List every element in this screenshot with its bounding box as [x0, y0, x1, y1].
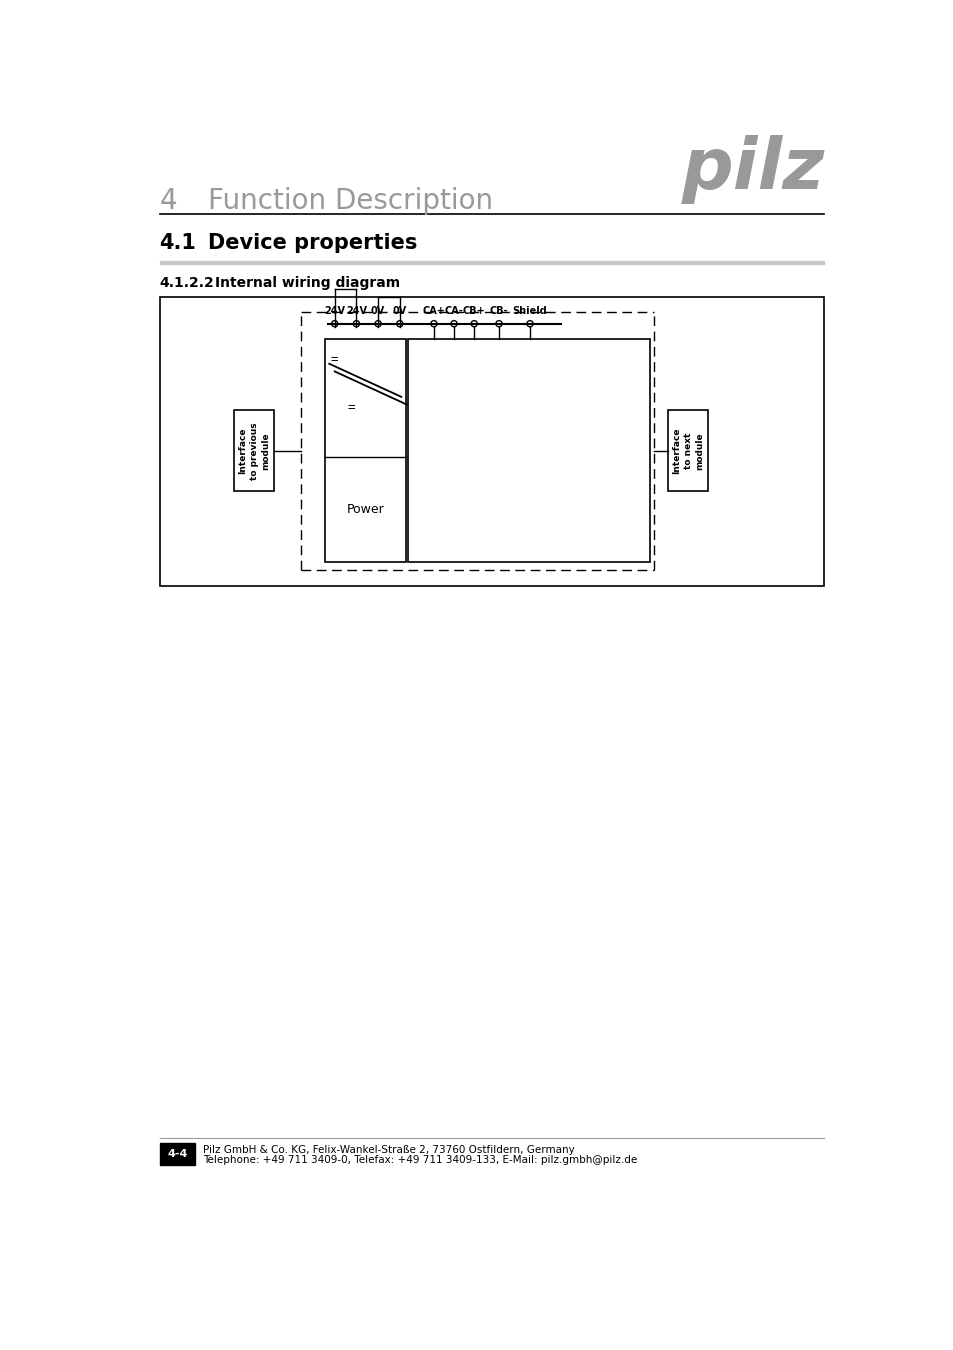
Text: 24V: 24V: [324, 306, 345, 316]
Bar: [407, 339, 649, 563]
Text: 4-4: 4-4: [167, 1149, 188, 1158]
Text: CB+: CB+: [462, 306, 485, 316]
Text: CA+: CA+: [422, 306, 445, 316]
Text: 4: 4: [159, 186, 177, 215]
Bar: [159, 1143, 195, 1165]
Bar: [667, 410, 707, 491]
Bar: [324, 339, 406, 563]
Text: pilz: pilz: [680, 135, 823, 204]
Text: 24V: 24V: [346, 306, 367, 316]
Text: CA-: CA-: [444, 306, 463, 316]
Text: Interface
to next
module: Interface to next module: [671, 428, 703, 474]
Circle shape: [375, 320, 381, 327]
Circle shape: [496, 320, 501, 327]
Text: 4.1.2.2: 4.1.2.2: [159, 275, 214, 290]
Circle shape: [353, 320, 359, 327]
Circle shape: [471, 320, 476, 327]
Circle shape: [451, 320, 456, 327]
Text: =: =: [331, 352, 338, 366]
Bar: [159, 297, 823, 586]
Text: Device properties: Device properties: [208, 232, 416, 252]
Bar: [159, 261, 823, 263]
Text: 0V: 0V: [393, 306, 407, 316]
Circle shape: [396, 320, 402, 327]
Text: CB-: CB-: [489, 306, 508, 316]
Text: 0V: 0V: [371, 306, 385, 316]
Text: Telephone: +49 711 3409-0, Telefax: +49 711 3409-133, E-Mail: pilz.gmbh@pilz.de: Telephone: +49 711 3409-0, Telefax: +49 …: [203, 1156, 637, 1165]
Text: Shield: Shield: [512, 306, 547, 316]
Text: Interface
to previous
module: Interface to previous module: [237, 423, 270, 479]
Circle shape: [332, 320, 337, 327]
Text: Function Description: Function Description: [208, 186, 492, 215]
Text: Pilz GmbH & Co. KG, Felix-Wankel-Straße 2, 73760 Ostfildern, Germany: Pilz GmbH & Co. KG, Felix-Wankel-Straße …: [203, 1145, 574, 1154]
Text: =: =: [348, 401, 355, 413]
Text: Power: Power: [346, 504, 384, 517]
Circle shape: [526, 320, 533, 327]
Bar: [233, 410, 274, 491]
Text: Internal wiring diagram: Internal wiring diagram: [215, 275, 400, 290]
Text: 4.1: 4.1: [159, 232, 196, 252]
Circle shape: [431, 320, 436, 327]
